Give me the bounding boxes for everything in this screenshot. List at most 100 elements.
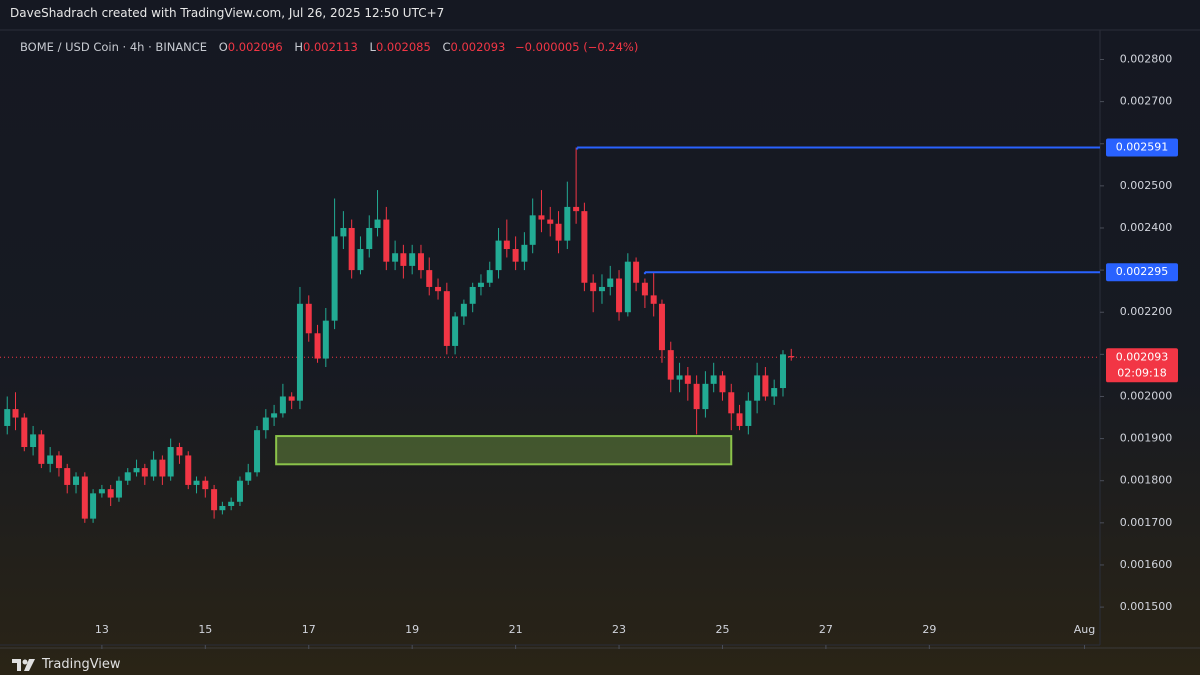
y-tick-label: 0.001700	[1120, 516, 1173, 529]
candle-body	[633, 261, 640, 283]
candle-body	[417, 253, 424, 271]
candle-body	[331, 236, 338, 321]
candle-body	[245, 472, 252, 481]
candle-body	[512, 249, 519, 262]
candle-body	[211, 489, 218, 511]
candle-body	[254, 430, 261, 473]
candle-body	[98, 489, 105, 494]
candle-body	[322, 320, 329, 359]
candle-body	[176, 447, 183, 456]
candle-body	[38, 434, 45, 464]
candle-body	[676, 375, 683, 380]
x-tick-label: 19	[405, 623, 419, 636]
candle-body	[667, 350, 674, 380]
candle-body	[503, 240, 510, 250]
candle-body	[107, 489, 114, 498]
candle-body	[288, 396, 295, 401]
candle-body	[296, 303, 303, 401]
candle-body	[624, 261, 631, 313]
open-label: O	[218, 40, 228, 54]
candle-body	[710, 375, 717, 384]
close-value: 0.002093	[450, 40, 506, 54]
y-tick-label: 0.001900	[1120, 432, 1173, 445]
x-tick-label: 25	[715, 623, 729, 636]
candle-body	[771, 388, 778, 397]
candle-body	[357, 249, 364, 271]
symbol-title: BOME / USD Coin · 4h · BINANCE	[20, 40, 208, 54]
candle-body	[469, 286, 476, 304]
candle-body	[607, 278, 614, 287]
y-tick-label: 0.001500	[1120, 600, 1173, 613]
y-tick-label: 0.001600	[1120, 558, 1173, 571]
candle-body	[754, 375, 761, 401]
candle-body	[719, 375, 726, 393]
candle-body	[728, 392, 735, 414]
x-tick-label: 13	[95, 623, 109, 636]
y-tick-label: 0.002000	[1120, 389, 1173, 402]
candle-body	[167, 447, 174, 477]
candle-body	[12, 409, 19, 418]
candle-body	[202, 480, 209, 490]
y-tick-label: 0.002400	[1120, 221, 1173, 234]
candle-body	[426, 270, 433, 287]
y-tick-label: 0.002500	[1120, 179, 1173, 192]
x-tick-label: 21	[509, 623, 523, 636]
candle-body	[271, 413, 278, 418]
candle-body	[47, 455, 54, 464]
x-tick-label: 17	[302, 623, 316, 636]
candle-body	[366, 227, 373, 250]
close-label: C	[442, 40, 451, 54]
candle-body	[133, 468, 140, 473]
candle-body	[150, 459, 157, 477]
x-tick-label: 15	[198, 623, 212, 636]
candle-body	[598, 286, 605, 292]
candle-body	[64, 468, 71, 485]
candle-body	[228, 501, 235, 506]
candle-body	[124, 472, 131, 481]
x-tick-label: 23	[612, 623, 626, 636]
candle-body	[409, 253, 416, 266]
level-label: 0.002591	[1116, 141, 1169, 154]
candle-body	[486, 270, 493, 283]
candle-body	[115, 480, 122, 498]
candle-body	[141, 468, 148, 477]
candle-body	[460, 303, 467, 317]
candle-body	[745, 400, 752, 426]
candle-body	[193, 480, 200, 485]
low-value: 0.002085	[375, 40, 431, 54]
candle-body	[392, 253, 399, 262]
candle-body	[693, 383, 700, 410]
current-price-label: 0.002093	[1116, 350, 1169, 363]
candle-body	[435, 286, 442, 292]
countdown-label: 02:09:18	[1117, 366, 1166, 379]
candle-body	[185, 455, 192, 485]
high-value: 0.002113	[302, 40, 358, 54]
candle-body	[262, 417, 269, 431]
brand-logo	[12, 658, 35, 671]
brand-name: TradingView	[42, 657, 121, 672]
current-price-box	[1106, 348, 1178, 383]
candle-body	[702, 383, 709, 410]
candle-body	[400, 253, 407, 266]
candle-body	[779, 354, 786, 389]
candle-body	[374, 219, 381, 228]
candle-body	[4, 409, 11, 426]
candle-body	[529, 215, 536, 245]
legend: BOME / USD Coin · 4h · BINANCE O0.002096…	[20, 40, 638, 54]
candle-body	[305, 303, 312, 334]
candle-body	[73, 476, 80, 485]
candle-body	[477, 282, 484, 287]
candle-body	[736, 413, 743, 426]
y-tick-label: 0.002200	[1120, 305, 1173, 318]
level-label-box	[1106, 138, 1178, 157]
candle-body	[443, 291, 450, 346]
candle-body	[573, 206, 580, 212]
candle-body	[452, 316, 459, 346]
x-tick-label: 29	[922, 623, 936, 636]
candle-body	[564, 206, 571, 241]
candle-body	[348, 227, 355, 271]
candle-body	[30, 434, 37, 448]
open-value: 0.002096	[227, 40, 283, 54]
level-label-box	[1106, 263, 1178, 282]
